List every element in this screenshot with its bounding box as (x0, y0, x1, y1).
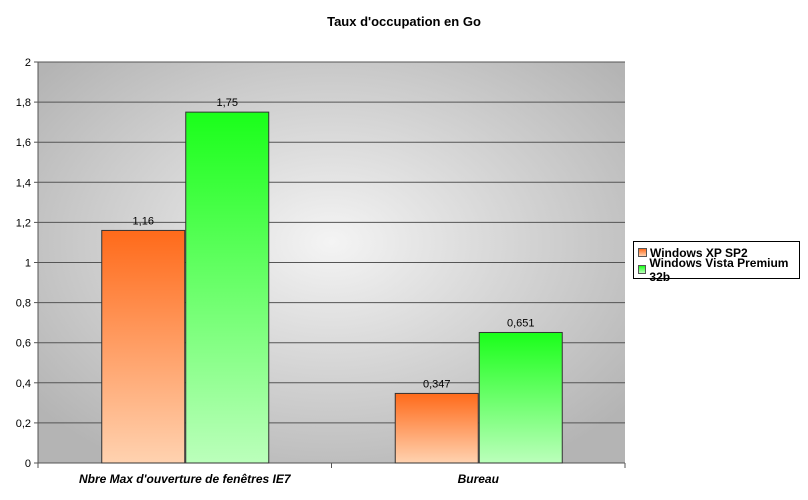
legend-label: Windows XP SP2 (650, 245, 748, 260)
x-tick-label: Nbre Max d'ouverture de fenêtres IE7 (79, 472, 292, 486)
y-tick-label: 0,6 (16, 338, 31, 350)
y-tick-label: 0 (25, 458, 31, 470)
y-tick-label: 1 (25, 258, 31, 270)
y-tick-label: 0,4 (16, 378, 31, 390)
bar (478, 331, 563, 464)
legend-swatch (638, 248, 647, 257)
legend-item-vista: Windows Vista Premium 32b (638, 256, 799, 284)
bar (394, 392, 479, 464)
legend: Windows XP SP2 Windows Vista Premium 32b (633, 241, 800, 284)
y-tick-label: 1,2 (16, 217, 31, 229)
data-label: 1,16 (133, 215, 154, 227)
y-tick-label: 1,4 (16, 177, 31, 189)
legend-label: Windows Vista Premium 32b (649, 255, 789, 284)
data-label: 1,75 (217, 97, 238, 109)
legend-item-xp: Windows XP SP2 (638, 244, 799, 261)
y-tick-label: 2 (25, 57, 31, 69)
y-tick-label: 1,8 (16, 97, 31, 109)
x-tick-label: Bureau (458, 472, 500, 486)
legend-swatch (638, 265, 647, 274)
data-label: 0,651 (507, 317, 535, 329)
bar (101, 229, 186, 464)
y-tick-label: 0,8 (16, 298, 31, 310)
bar (185, 111, 270, 464)
y-tick-label: 0,2 (16, 418, 31, 430)
chart-title: Taux d'occupation en Go (327, 14, 481, 29)
y-tick-label: 1,6 (16, 137, 31, 149)
data-label: 0,347 (423, 378, 451, 390)
